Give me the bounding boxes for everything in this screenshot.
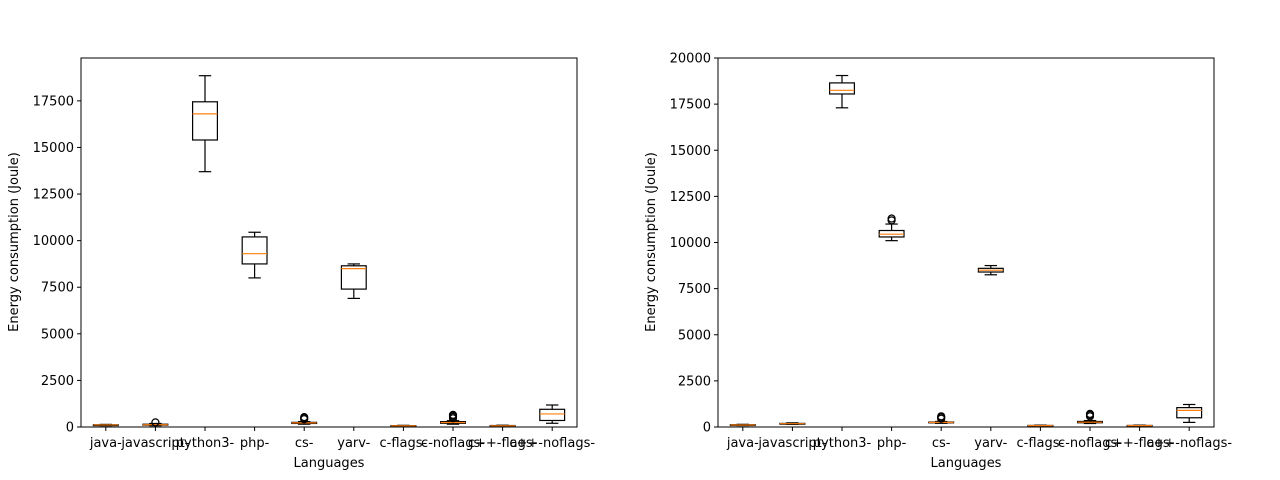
outlier-point [887, 214, 896, 223]
y-tick-label: 5000 [41, 327, 74, 342]
x-tick-label: c++-noflags- [509, 436, 595, 451]
box-python3 [192, 75, 219, 173]
x-tick-label: python3- [813, 436, 872, 451]
y-tick-label: 12500 [33, 188, 74, 203]
y-tick-label: 15000 [33, 141, 74, 156]
x-tick-label: java- [726, 436, 759, 451]
box-yarv [340, 263, 367, 300]
x-tick-label: yarv- [337, 436, 370, 451]
x-tick-label: python3- [176, 436, 235, 451]
box-c-flags [1126, 424, 1153, 427]
outlier-point [1085, 409, 1095, 419]
xlabel-right: Languages [931, 456, 1002, 471]
box-c-noflags [440, 410, 467, 425]
axes-frame [717, 57, 1215, 428]
x-tick-label: php- [877, 436, 907, 451]
outlier-point [448, 410, 458, 419]
y-tick-label: 7500 [678, 282, 711, 297]
box-c-noflags [1176, 403, 1203, 423]
box-cs [928, 412, 955, 424]
x-tick-label: c-flags- [1017, 436, 1065, 451]
box-yarv [977, 264, 1004, 276]
ylabel-right: Energy consumption (Joule) [644, 152, 659, 332]
y-tick-label: 0 [66, 421, 74, 436]
x-tick-label: c-flags- [380, 436, 428, 451]
box-c-flags [390, 424, 417, 428]
iqr-box [340, 265, 367, 290]
box-c-noflags [1076, 409, 1103, 425]
x-tick-label: php- [240, 436, 270, 451]
box-c-noflags [539, 404, 566, 424]
x-tick-label: javascript- [120, 436, 189, 451]
iqr-box [539, 408, 566, 422]
y-tick-label: 7500 [41, 281, 74, 296]
iqr-box [1176, 407, 1203, 419]
y-tick-label: 17500 [670, 98, 711, 113]
y-tick-label: 15000 [670, 144, 711, 159]
ylabel-left: Energy consumption (Joule) [7, 152, 22, 332]
x-tick-label: cs- [932, 436, 951, 451]
outlier-point [151, 418, 160, 427]
plot-area-left: 0 2500 5000 7500 10000 12500 15000 17500 java-ja… [33, 57, 595, 451]
y-tick-label: 10000 [670, 236, 711, 251]
x-tick-label: c++-noflags- [1146, 436, 1232, 451]
y-tick-label: 17500 [33, 94, 74, 109]
box-php [878, 214, 905, 242]
x-tick-label: c-noflags- [421, 436, 485, 451]
subplot-right: Energy consumption (Joule) Languages 0 25… [644, 52, 1232, 472]
y-tick-label: 20000 [670, 52, 711, 67]
x-tick-label: javascript- [757, 436, 826, 451]
y-tick-label: 5000 [678, 328, 711, 343]
y-tick-label: 2500 [41, 374, 74, 389]
y-tick-label: 2500 [678, 374, 711, 389]
iqr-box [828, 82, 855, 95]
outlier-point [937, 412, 946, 421]
iqr-box [241, 236, 268, 265]
y-tick-label: 0 [703, 421, 711, 436]
y-tick-label: 12500 [670, 190, 711, 205]
xlabel-left: Languages [294, 456, 365, 471]
x-tick-label: java- [89, 436, 122, 451]
box-c-flags [489, 424, 516, 427]
plot-area-right: 0 2500 5000 7500 10000 12500 15000 17500 20000 ja… [670, 52, 1233, 452]
x-tick-label: cs- [295, 436, 314, 451]
subplot-left: Energy consumption (Joule) Languages 0 25… [7, 57, 595, 471]
y-tick-label: 10000 [33, 234, 74, 249]
box-java [92, 423, 119, 427]
box-javascript [142, 418, 169, 427]
box-javascript [779, 422, 806, 426]
box-cs [291, 413, 318, 425]
x-tick-label: c-noflags- [1058, 436, 1122, 451]
axes-frame [80, 57, 578, 428]
box-php [241, 231, 268, 279]
x-tick-label: c++-flags- [468, 436, 538, 451]
outlier-point [300, 413, 309, 422]
iqr-box [192, 101, 219, 141]
box-python3 [828, 74, 855, 109]
x-tick-label: c++-flags- [1105, 436, 1175, 451]
box-java [729, 423, 756, 427]
x-tick-label: yarv- [974, 436, 1007, 451]
box-c-flags [1027, 424, 1054, 427]
